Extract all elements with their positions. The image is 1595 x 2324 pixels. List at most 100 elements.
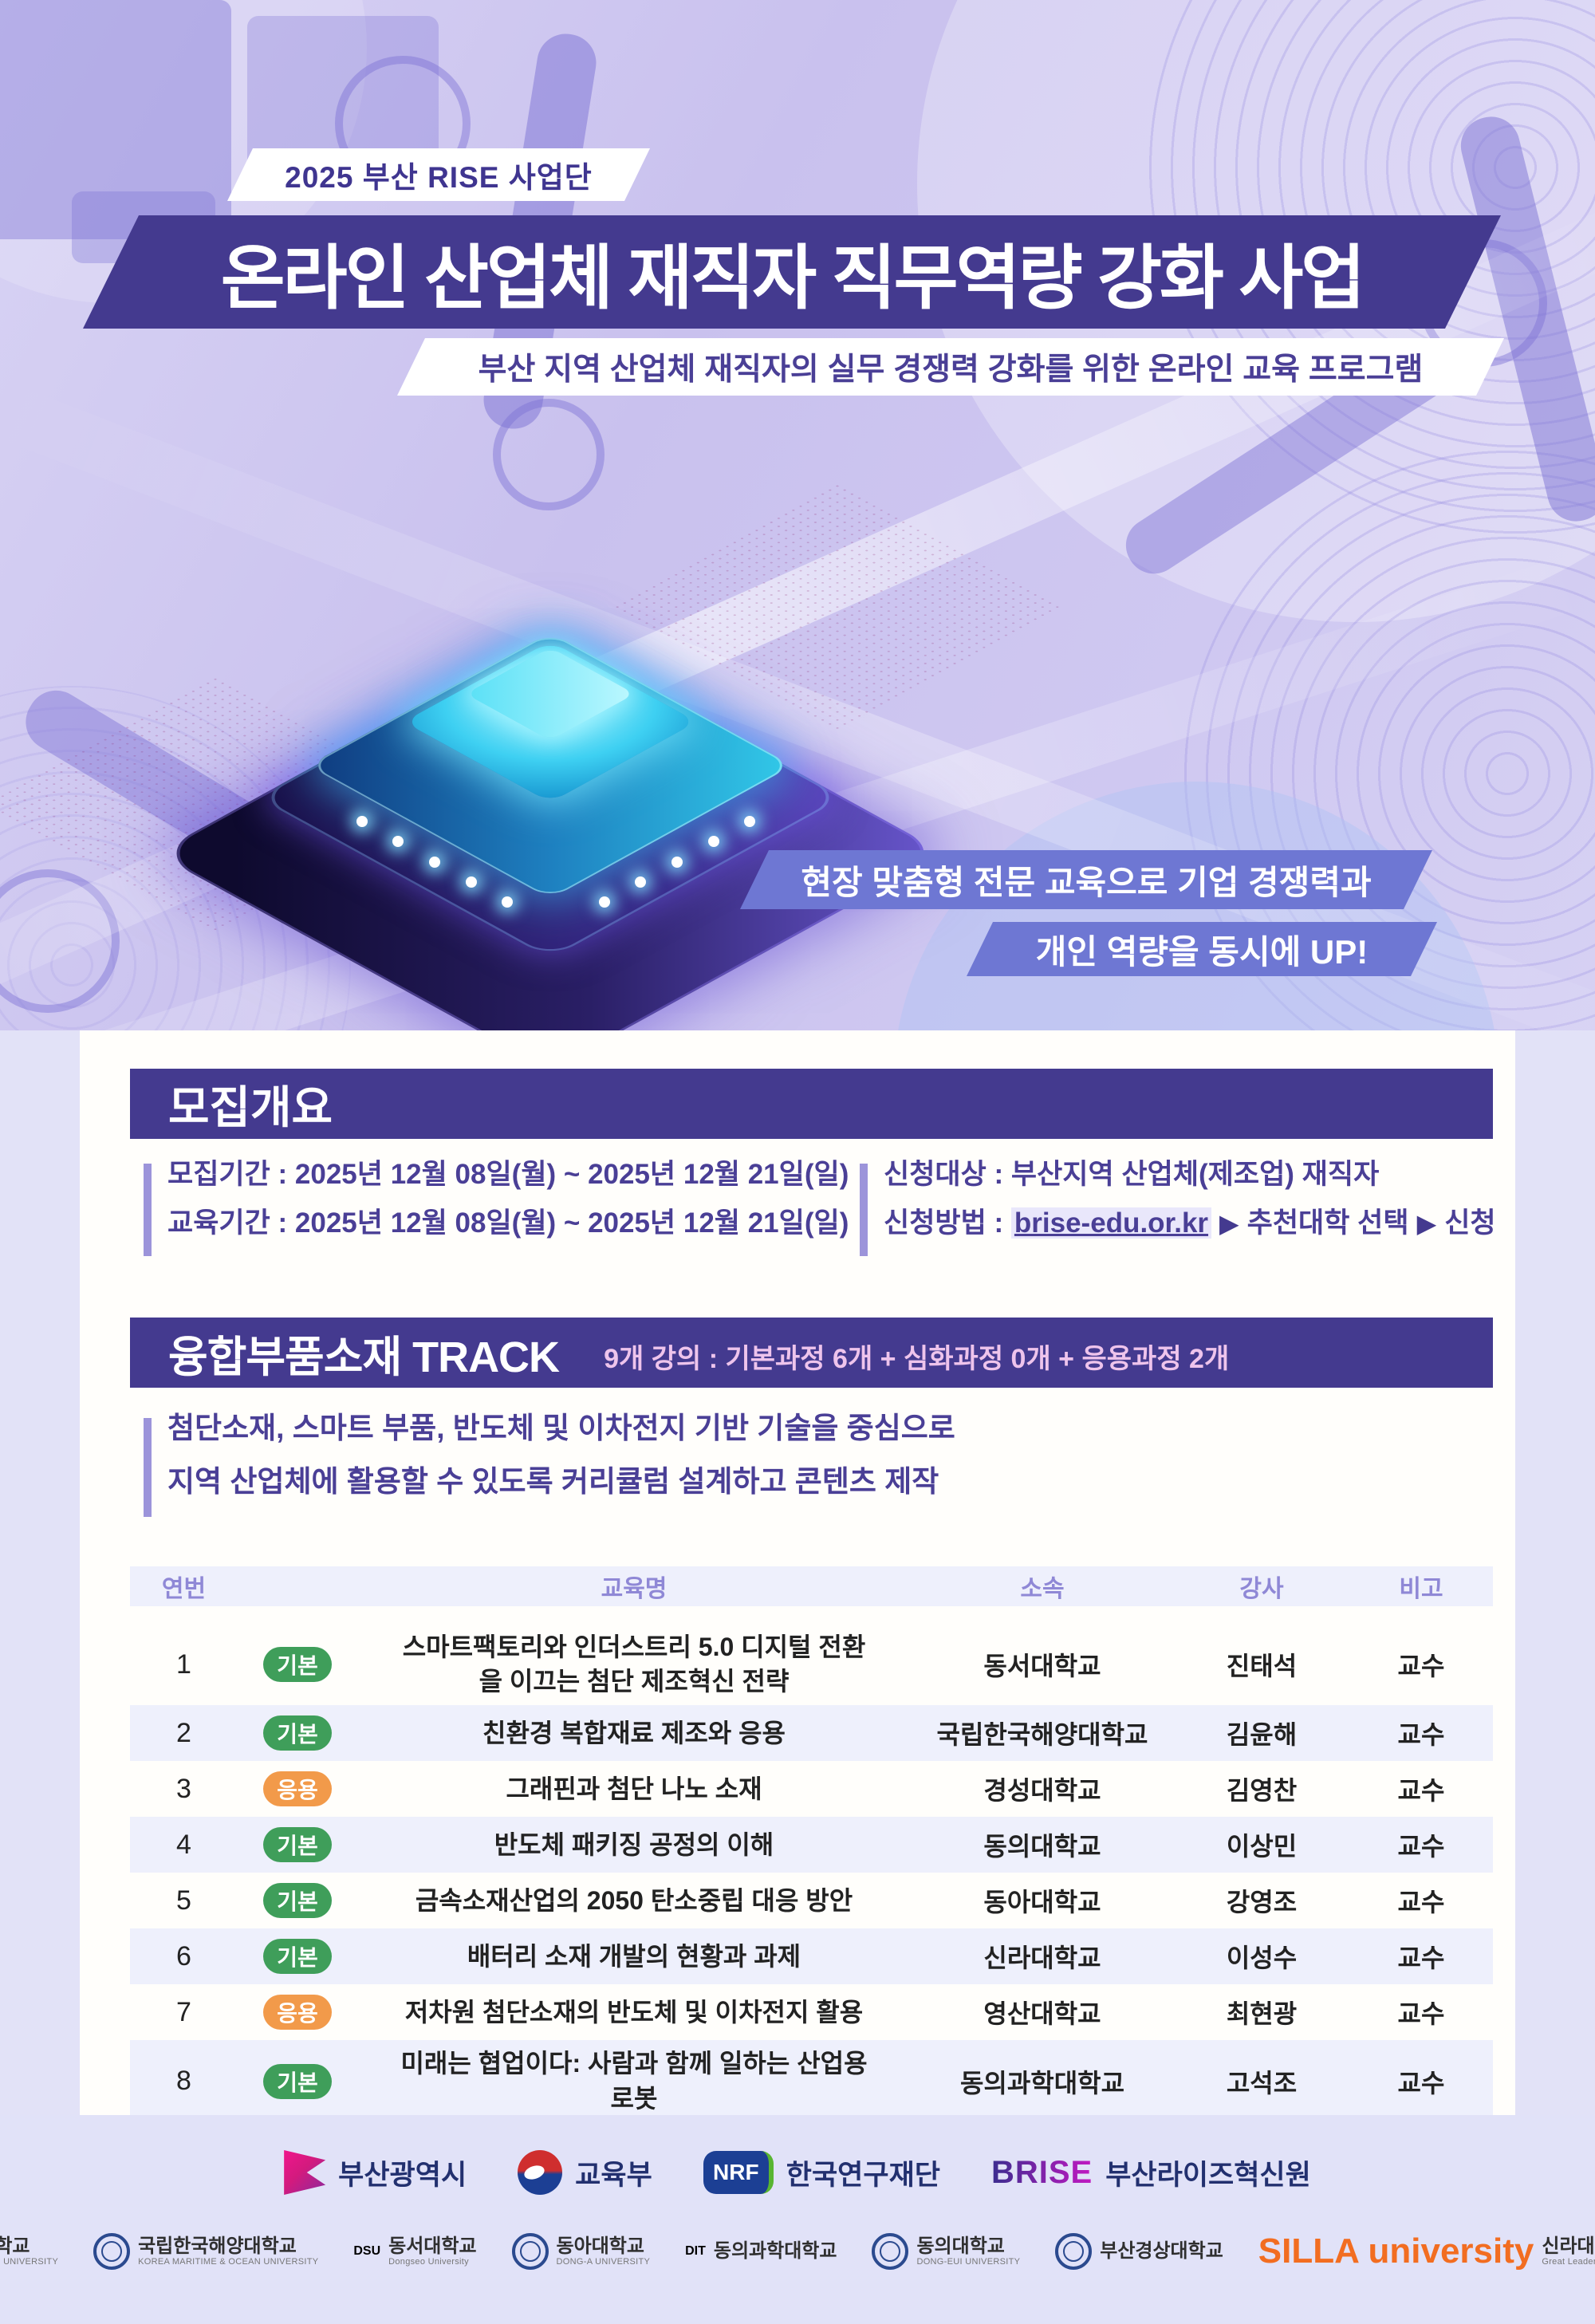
course-name: 금속소재산업의 2050 탄소중립 대응 방안 — [415, 1885, 853, 1915]
course-type-cell: 기본 — [238, 2063, 357, 2099]
course-type-badge: 기본 — [263, 1883, 332, 1919]
university-seal-icon — [1055, 2233, 1093, 2270]
university-name-kr: 부산경상대학교 — [1100, 2239, 1223, 2262]
col-header-no: 연번 — [161, 1576, 207, 1602]
method-step-1: 추천대학 선택 — [1246, 1207, 1409, 1239]
course-table-header: 연번 교육명 소속 강사 비고 — [130, 1566, 1493, 1606]
course-type-badge: 기본 — [263, 1939, 332, 1975]
organization-cell: 동의과학대학교 — [959, 2068, 1125, 2098]
program-year-badge: 2025 부산 RISE 사업단 — [227, 148, 650, 201]
col-header-note: 비고 — [1399, 1576, 1443, 1602]
instructor-cell: 고석조 — [1226, 2068, 1298, 2098]
track-course-count-note: 9개 강의 : 기본과정 6개 + 심화과정 0개 + 응용과정 2개 — [604, 1343, 1230, 1374]
university-seal-icon — [93, 2233, 131, 2270]
slogan-line-1: 현장 맞춤형 전문 교육으로 기업 경쟁력과 — [801, 863, 1372, 901]
note-cell: 교수 — [1397, 1888, 1445, 1917]
table-row: 2 기본 친환경 복합재료 제조와 응용 국립한국해양대학교 김윤해 교수 — [130, 1705, 1493, 1762]
recruit-target-line: 신청대상 : 부산지역 산업체(제조업) 재직자 — [884, 1159, 1380, 1190]
row-number: 1 — [176, 1648, 191, 1680]
col-header-course: 교육명 — [601, 1576, 668, 1602]
chip-pin — [671, 857, 683, 868]
course-type-badge: 기본 — [263, 1827, 332, 1863]
nrf-icon: NRF — [703, 2151, 774, 2194]
nrf-logo: NRF 한국연구재단 — [703, 2151, 940, 2194]
recruit-info-right: 신청대상 : 부산지역 산업체(제조업) 재직자 신청방법 : brise-ed… — [860, 1160, 1496, 1258]
university-labels: 동서대학교 Dongseo University — [388, 2235, 476, 2267]
busan-city-icon — [284, 2150, 326, 2195]
track-description: 첨단소재, 스마트 부품, 반도체 및 이차전지 기반 기술을 중심으로 지역 … — [144, 1413, 955, 1520]
table-row: 3 응용 그래핀과 첨단 나노 소재 경성대학교 김영찬 교수 — [130, 1761, 1493, 1817]
hero-section: 2025 부산 RISE 사업단 온라인 산업체 재직자 직무역량 강화 사업 … — [0, 0, 1595, 1030]
table-row: 7 응용 저차원 첨단소재의 반도체 및 이차전지 활용 영산대학교 최현광 교… — [130, 1984, 1493, 2040]
university-labels: 경성대학교 KYUNGSUNG UNIVERSITY — [0, 2235, 58, 2267]
course-name: 미래는 협업이다: 사람과 함께 일하는 산업용 로봇 — [400, 2049, 868, 2113]
organization-cell: 국립한국해양대학교 — [936, 1720, 1148, 1750]
instructor-cell: 김영찬 — [1226, 1776, 1298, 1806]
row-number: 2 — [176, 1717, 191, 1748]
university-seal-icon — [872, 2233, 909, 2270]
course-name: 저차원 첨단소재의 반도체 및 이차전지 활용 — [404, 1997, 864, 2027]
university-seal-icon — [511, 2233, 549, 2270]
university-labels: 부산경상대학교 — [1100, 2239, 1223, 2262]
instructor-cell: 진태석 — [1226, 1652, 1298, 1681]
university-name-kr: 신라대학교 — [1542, 2235, 1595, 2257]
recruit-heading: 모집개요 — [168, 1081, 333, 1132]
sponsor-logos-row: 부산광역시 교육부 NRF 한국연구재단 BRISE 부산라이즈혁신원 — [0, 2150, 1595, 2195]
course-type-cell: 기본 — [238, 1827, 357, 1863]
slogan-banner-1: 현장 맞춤형 전문 교육으로 기업 경쟁력과 — [740, 850, 1432, 909]
university-lettermark: DSU — [353, 2243, 381, 2258]
track-desc-line-1: 첨단소재, 스마트 부품, 반도체 및 이차전지 기반 기술을 중심으로 — [167, 1412, 955, 1444]
chip-pin — [429, 857, 440, 868]
course-type-badge: 기본 — [263, 1715, 332, 1751]
note-cell: 교수 — [1397, 1652, 1445, 1681]
course-name-cell: 반도체 패키징 공정의 이해 — [357, 1822, 911, 1869]
instructor-cell: 최현광 — [1226, 1999, 1298, 2029]
apply-url-link[interactable]: brise-edu.or.kr — [1010, 1207, 1212, 1239]
machinery-shape — [0, 0, 231, 239]
chip-pin — [466, 876, 477, 888]
main-title-banner: 온라인 산업체 재직자 직무역량 강화 사업 — [83, 215, 1501, 329]
university-logos-row: 경성대학교 KYUNGSUNG UNIVERSITY 국립한국해양대학교 KOR… — [0, 2231, 1595, 2271]
track-section-header: 융합부품소재 TRACK 9개 강의 : 기본과정 6개 + 심화과정 0개 +… — [130, 1318, 1493, 1388]
university-name-kr: 경성대학교 — [0, 2235, 30, 2257]
instructor-cell: 김윤해 — [1226, 1720, 1298, 1750]
table-row: 5 기본 금속소재산업의 2050 탄소중립 대응 방안 동아대학교 강영조 교… — [130, 1873, 1493, 1928]
university-name-en: DONG-A UNIVERSITY — [556, 2257, 651, 2267]
course-type-badge: 응용 — [263, 1771, 332, 1807]
course-name: 그래핀과 첨단 나노 소재 — [506, 1774, 762, 1803]
track-heading: 융합부품소재 TRACK — [168, 1333, 560, 1381]
footer: 부산광역시 교육부 NRF 한국연구재단 BRISE 부산라이즈혁신원 경성대학… — [0, 2115, 1595, 2324]
university-logo: DIT 동의과학대학교 — [685, 2240, 837, 2262]
recruit-info-line: 교육기간 : 2025년 12월 08일(월) ~ 2025년 12월 21일(… — [167, 1207, 849, 1239]
note-cell: 교수 — [1397, 2068, 1445, 2098]
organization-cell: 신라대학교 — [983, 1944, 1101, 1973]
table-row: 8 기본 미래는 협업이다: 사람과 함께 일하는 산업용 로봇 동의과학대학교… — [130, 2040, 1493, 2122]
method-step-2: 신청 — [1444, 1207, 1496, 1239]
course-type-cell: 기본 — [238, 1939, 357, 1975]
note-cell: 교수 — [1397, 1999, 1445, 2029]
university-name-kr: 동아대학교 — [556, 2235, 644, 2257]
university-labels: 국립한국해양대학교 KOREA MARITIME & OCEAN UNIVERS… — [138, 2235, 319, 2267]
university-labels: 동아대학교 DONG-A UNIVERSITY — [556, 2235, 651, 2267]
course-type-cell: 응용 — [238, 1995, 357, 2031]
main-title: 온라인 산업체 재직자 직무역량 강화 사업 — [220, 238, 1364, 317]
university-name-en: Dongseo University — [388, 2257, 469, 2267]
course-name-cell: 스마트팩토리와 인더스트리 5.0 디지털 전환을 이끄는 첨단 제조혁신 전략 — [357, 1624, 911, 1705]
course-type-cell: 응용 — [238, 1771, 357, 1807]
university-name-en: Great Leaders' — [1542, 2257, 1595, 2267]
note-cell: 교수 — [1397, 1776, 1445, 1806]
university-labels: 동의과학대학교 — [714, 2240, 837, 2262]
chip-pin — [744, 816, 755, 827]
university-logo: 경성대학교 KYUNGSUNG UNIVERSITY — [0, 2233, 58, 2270]
row-number: 8 — [176, 2066, 191, 2097]
chip-pin — [502, 896, 513, 908]
university-name-en: KOREA MARITIME & OCEAN UNIVERSITY — [138, 2257, 319, 2267]
chip-pin — [708, 836, 719, 847]
instructor-cell: 이상민 — [1226, 1832, 1298, 1861]
course-name-cell: 배터리 소재 개발의 현황과 과제 — [357, 1933, 911, 1980]
note-cell: 교수 — [1397, 1944, 1445, 1973]
course-type-badge: 응용 — [263, 1995, 332, 2031]
note-cell: 교수 — [1397, 1720, 1445, 1750]
row-number: 3 — [176, 1773, 191, 1804]
chip-pin — [392, 836, 404, 847]
